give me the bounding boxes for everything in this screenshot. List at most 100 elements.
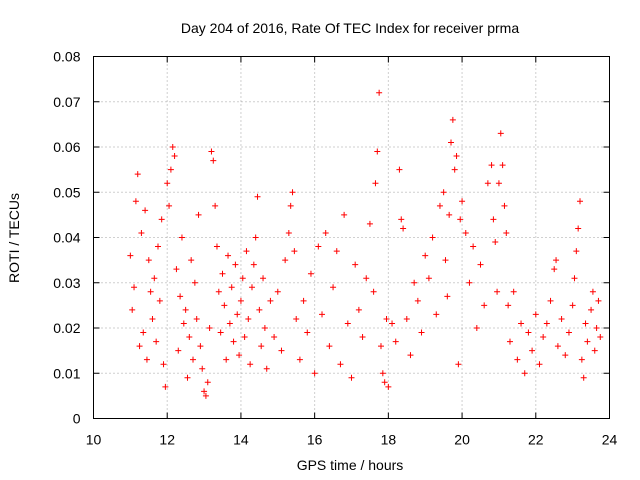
- data-point: [213, 243, 220, 250]
- data-point: [459, 198, 466, 205]
- y-axis-label: ROTI / TECUs: [6, 193, 22, 283]
- data-point: [260, 275, 267, 282]
- data-point: [379, 370, 386, 377]
- data-point: [551, 266, 558, 273]
- data-point: [411, 279, 418, 286]
- data-point: [287, 202, 294, 209]
- data-point: [278, 347, 285, 354]
- data-point: [433, 311, 440, 318]
- grid-layer: [93, 56, 610, 419]
- data-point: [261, 325, 268, 331]
- data-point: [180, 320, 187, 327]
- data-point: [319, 311, 326, 318]
- data-point: [374, 148, 381, 155]
- data-point: [490, 216, 497, 223]
- data-point: [562, 352, 569, 359]
- data-point: [543, 320, 550, 327]
- data-point: [569, 302, 576, 309]
- data-point: [492, 239, 499, 246]
- data-point: [582, 320, 589, 327]
- data-point: [525, 329, 532, 336]
- data-point: [162, 383, 169, 390]
- data-point: [376, 89, 383, 96]
- data-point: [138, 229, 145, 236]
- data-point: [252, 234, 259, 241]
- data-point: [315, 243, 322, 250]
- data-point: [195, 211, 202, 218]
- data-point: [208, 148, 215, 155]
- x-tick-label: 16: [307, 432, 323, 448]
- data-point: [188, 257, 195, 264]
- y-tick-label: 0.08: [53, 49, 80, 65]
- data-point: [293, 315, 300, 322]
- data-point: [442, 257, 449, 264]
- x-tick-label: 22: [528, 432, 544, 448]
- data-point: [348, 374, 355, 381]
- data-point: [267, 297, 274, 304]
- data-point: [429, 234, 436, 241]
- data-point: [578, 356, 585, 363]
- data-point: [352, 261, 359, 268]
- data-point: [553, 257, 560, 264]
- data-point: [274, 288, 281, 295]
- data-point: [145, 257, 152, 264]
- data-point: [573, 248, 580, 255]
- data-point: [495, 180, 502, 187]
- data-point: [167, 166, 174, 173]
- data-point: [565, 329, 572, 336]
- data-point: [455, 361, 462, 368]
- data-point: [160, 361, 167, 368]
- data-point: [330, 284, 337, 291]
- data-point: [425, 275, 432, 282]
- data-point: [597, 334, 604, 341]
- data-point: [182, 306, 189, 313]
- data-point: [156, 297, 163, 304]
- data-point: [285, 229, 292, 236]
- data-point: [190, 356, 197, 363]
- data-point: [514, 356, 521, 363]
- data-point: [477, 261, 484, 268]
- data-point: [143, 356, 150, 363]
- data-point: [414, 297, 421, 304]
- data-point: [484, 180, 491, 187]
- data-point: [448, 139, 455, 146]
- data-point: [217, 329, 224, 336]
- data-point: [444, 293, 451, 300]
- data-point: [588, 306, 595, 313]
- data-point: [212, 202, 219, 209]
- x-tick-label: 12: [159, 432, 175, 448]
- data-point: [304, 329, 311, 336]
- data-point: [400, 225, 407, 232]
- data-point: [225, 252, 232, 259]
- data-point: [377, 343, 384, 350]
- data-point: [449, 116, 456, 123]
- y-tick-label: 0.03: [53, 275, 80, 291]
- data-point: [494, 288, 501, 295]
- data-point: [186, 334, 193, 341]
- data-point: [291, 248, 298, 255]
- data-point: [521, 370, 528, 377]
- data-point: [282, 257, 289, 264]
- data-point: [372, 180, 379, 187]
- data-point: [300, 297, 307, 304]
- data-point: [540, 334, 547, 341]
- data-point: [204, 379, 211, 386]
- data-point: [171, 153, 178, 160]
- data-point: [575, 225, 582, 232]
- data-point: [558, 315, 565, 322]
- y-tick-label: 0.02: [53, 320, 80, 336]
- data-point: [337, 361, 344, 368]
- y-tick-label: 0.01: [53, 365, 80, 381]
- data-point: [383, 315, 390, 322]
- data-point: [497, 130, 504, 137]
- data-point: [230, 338, 237, 345]
- x-tick-label: 20: [454, 432, 470, 448]
- data-point: [446, 211, 453, 218]
- data-point: [344, 320, 351, 327]
- data-point: [536, 361, 543, 368]
- data-point: [158, 216, 165, 223]
- data-point: [366, 220, 373, 227]
- data-point: [532, 311, 539, 318]
- data-point: [422, 252, 429, 259]
